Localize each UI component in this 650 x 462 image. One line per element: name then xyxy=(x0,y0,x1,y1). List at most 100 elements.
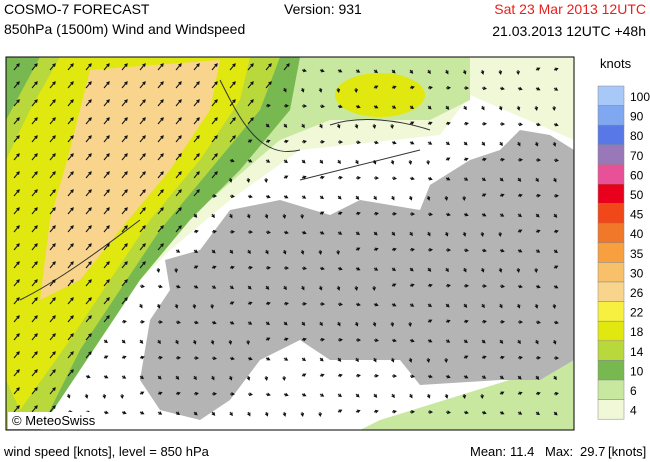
wind-arrow xyxy=(517,391,523,396)
wind-arrow xyxy=(49,351,56,359)
wind-arrow xyxy=(517,284,523,289)
wind-arrow xyxy=(139,63,146,71)
wind-arrow xyxy=(193,229,199,234)
wind-arrow xyxy=(319,357,324,362)
wind-arrow xyxy=(354,123,359,129)
wind-arrow xyxy=(535,193,541,198)
wind-arrow xyxy=(553,67,559,72)
wind-arrow xyxy=(301,123,305,129)
wind-arrow xyxy=(517,193,523,198)
wind-arrow xyxy=(175,225,182,233)
wind-arrow xyxy=(553,391,559,396)
wind-arrow xyxy=(373,302,379,307)
wind-arrow xyxy=(229,265,235,270)
wind-arrow xyxy=(31,261,38,269)
wind-arrow xyxy=(246,213,251,219)
wind-arrow xyxy=(481,355,487,360)
wind-arrow xyxy=(139,391,145,395)
border-lines xyxy=(19,79,431,301)
wind-arrow xyxy=(265,301,271,306)
wind-arrow xyxy=(499,213,505,217)
wind-arrow xyxy=(373,247,379,252)
wind-arrow xyxy=(535,67,541,71)
wind-arrow xyxy=(283,321,288,326)
wind-arrow xyxy=(193,135,200,143)
wind-arrow xyxy=(480,231,485,237)
wind-arrow xyxy=(139,81,146,89)
wind-arrow xyxy=(391,195,395,201)
wind-arrow xyxy=(193,265,199,269)
wind-arrow xyxy=(445,157,451,161)
wind-arrow xyxy=(121,261,128,269)
wind-arrow xyxy=(31,171,38,179)
legend-label: 90 xyxy=(630,110,644,124)
wind-arrow xyxy=(409,176,415,181)
wind-arrow xyxy=(247,249,251,255)
wind-arrow xyxy=(193,375,197,381)
wind-arrow xyxy=(444,231,449,237)
wind-arrow xyxy=(283,159,288,164)
wind-arrow xyxy=(301,139,307,144)
wind-arrow xyxy=(427,319,433,323)
wind-arrow xyxy=(283,87,287,93)
legend-swatch xyxy=(597,262,625,283)
wind-arrow xyxy=(139,171,146,179)
wind-arrow xyxy=(445,339,451,343)
wind-arrow xyxy=(139,411,145,415)
wind-arrow xyxy=(499,339,504,344)
wind-arrow xyxy=(85,189,92,197)
wind-arrow xyxy=(355,338,362,342)
model-title: COSMO-7 FORECAST xyxy=(4,1,150,17)
wind-arrow xyxy=(409,267,414,272)
wind-arrow xyxy=(265,357,271,361)
wind-arrow xyxy=(391,409,397,414)
wind-arrow xyxy=(192,339,197,345)
wind-arrow xyxy=(300,249,305,255)
wind-arrow xyxy=(336,123,341,129)
wind-arrow xyxy=(337,175,343,180)
wind-arrow xyxy=(67,153,74,161)
wind-arrow xyxy=(247,392,253,397)
zone-18 xyxy=(6,57,250,410)
wind-arrow xyxy=(13,117,20,125)
wind-arrow xyxy=(265,285,270,290)
wind-arrow xyxy=(535,284,541,289)
wind-arrow xyxy=(103,243,110,251)
wind-arrow xyxy=(49,63,56,71)
wind-arrow xyxy=(516,69,520,76)
wind-arrow xyxy=(553,285,559,289)
wind-arrow xyxy=(498,231,502,238)
legend-swatch xyxy=(597,379,625,400)
wind-arrow xyxy=(49,243,56,251)
wind-arrow xyxy=(157,153,164,161)
wind-arrow xyxy=(247,321,253,325)
wind-arrow xyxy=(247,63,254,71)
wind-arrow xyxy=(175,63,182,71)
valid-time: Sat 23 Mar 2013 12UTC xyxy=(494,1,646,17)
wind-arrow xyxy=(193,63,200,71)
wind-arrow xyxy=(121,225,128,233)
wind-arrow xyxy=(246,375,251,381)
wind-arrow xyxy=(355,373,361,378)
wind-arrow xyxy=(121,207,128,215)
wind-arrow xyxy=(445,86,452,90)
wind-arrow xyxy=(13,387,20,395)
wind-arrow xyxy=(463,284,470,288)
wind-arrow xyxy=(193,153,200,161)
wind-arrow xyxy=(49,153,56,161)
wind-arrow xyxy=(319,159,324,164)
legend-swatch xyxy=(597,301,625,322)
wind-arrow xyxy=(31,81,38,89)
wind-arrow xyxy=(175,249,181,253)
wind-arrow xyxy=(427,231,431,237)
wind-arrow xyxy=(301,175,307,180)
zone-26 xyxy=(40,60,220,300)
wind-arrow xyxy=(427,283,433,288)
wind-arrow xyxy=(517,177,522,182)
wind-arrow xyxy=(85,207,92,215)
wind-arrow xyxy=(355,104,361,109)
wind-arrow xyxy=(229,392,236,396)
wind-arrow xyxy=(13,81,20,89)
wind-arrow xyxy=(462,231,467,237)
wind-arrow xyxy=(480,267,485,273)
